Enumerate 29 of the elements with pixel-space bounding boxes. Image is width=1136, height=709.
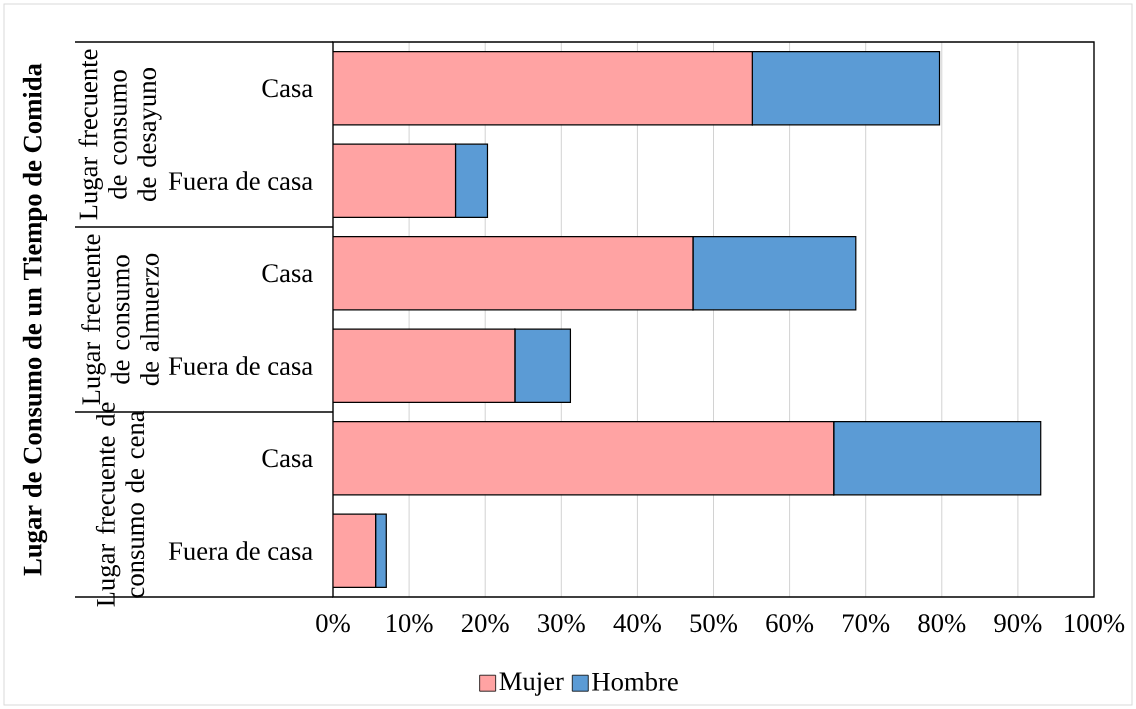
x-tick-label: 100% (1065, 614, 1125, 633)
x-tick-label: 70% (843, 614, 890, 633)
x-tick-label: 50% (690, 614, 738, 633)
y-tick-label: Fuera de casa (168, 356, 313, 376)
x-tick-label: 20% (461, 614, 509, 633)
x-tick-label: 90% (994, 614, 1042, 633)
y-tick-label: Casa (262, 264, 313, 283)
bar (333, 513, 377, 588)
x-tick-label: 80% (918, 614, 966, 633)
x-tick-label: 40% (613, 614, 661, 633)
bar (454, 143, 489, 218)
x-tick-label: 60% (766, 614, 814, 633)
y-tick-label: Fuera de casa (168, 541, 313, 561)
y-tick-label: Fuera de casa (168, 171, 313, 191)
x-tick-label: 0% (316, 614, 350, 633)
x-tick-label: 10% (387, 614, 433, 633)
y-axis-title: Lugar de Consumo de un Tiempo de Comida (22, 63, 48, 576)
y-tick-label: Casa (262, 79, 313, 98)
bar (514, 328, 572, 403)
text: Lugar frecuente de consumo de desayuno (78, 49, 162, 220)
bar (333, 421, 835, 496)
bar (333, 236, 694, 311)
legend-label: Mujer (499, 672, 564, 696)
bar (333, 143, 457, 218)
y-tick-label: Casa (262, 449, 313, 468)
bar (333, 328, 516, 403)
legend-label: Hombre (592, 671, 678, 691)
x-tick-label: 30% (538, 614, 585, 633)
bar (333, 51, 753, 126)
